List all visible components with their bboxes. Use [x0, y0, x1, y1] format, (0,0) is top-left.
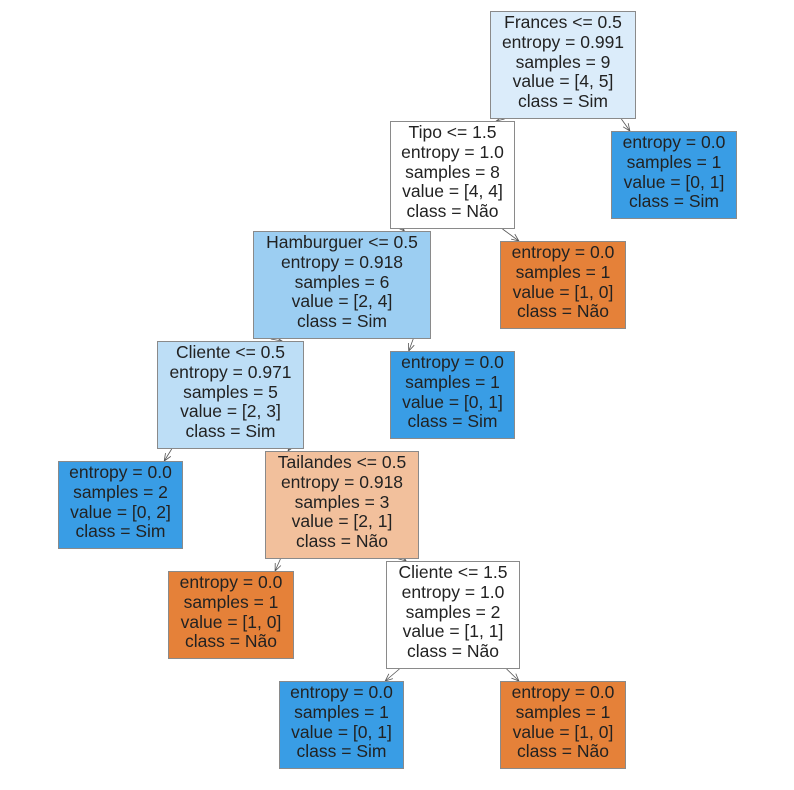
leaf-node: entropy = 0.0 samples = 1 value = [1, 0]… [500, 241, 626, 329]
node-entropy: entropy = 0.0 [69, 462, 172, 482]
leaf-node: entropy = 0.0 samples = 1 value = [0, 1]… [279, 681, 404, 769]
node-entropy: entropy = 0.918 [280, 251, 404, 272]
node-value: value = [4, 4] [402, 181, 503, 202]
node-value: value = [2, 3] [180, 401, 281, 422]
node-value: value = [0, 2] [70, 501, 171, 522]
node-value: value = [1, 1] [402, 621, 504, 642]
node-entropy: entropy = 0.991 [501, 31, 625, 52]
node-entropy: entropy = 1.0 [401, 581, 505, 602]
node-class: class = Sim [185, 421, 276, 442]
node-samples: samples = 3 [294, 491, 390, 512]
leaf-node: entropy = 0.0 samples = 2 value = [0, 2]… [58, 461, 183, 549]
leaf-node: entropy = 0.0 samples = 1 value = [1, 0]… [168, 571, 294, 659]
edge-line [408, 338, 414, 352]
node-split: Cliente <= 1.5 [398, 562, 508, 582]
tree-node: Tipo <= 1.5 entropy = 1.0 samples = 8 va… [390, 121, 515, 229]
leaf-node: entropy = 0.0 samples = 1 value = [0, 1]… [390, 351, 515, 439]
node-class: class = Sim [629, 191, 719, 212]
edge-line [502, 228, 520, 242]
node-class: class = Sim [407, 411, 498, 432]
node-entropy: entropy = 0.971 [169, 361, 292, 382]
node-value: value = [0, 1] [402, 391, 503, 412]
node-class: class = Sim [297, 311, 387, 332]
tree-node: Hamburguer <= 0.5 entropy = 0.918 sample… [253, 231, 431, 339]
tree-node: Cliente <= 0.5 entropy = 0.971 samples =… [157, 341, 304, 449]
tree-node: Tailandes <= 0.5 entropy = 0.918 samples… [265, 451, 419, 559]
node-samples: samples = 2 [73, 481, 168, 502]
node-value: value = [0, 1] [291, 721, 392, 742]
node-samples: samples = 1 [294, 701, 389, 722]
node-samples: samples = 1 [515, 701, 611, 722]
node-entropy: entropy = 0.0 [622, 132, 726, 152]
node-class: class = Não [296, 531, 388, 552]
node-value: value = [4, 5] [512, 71, 614, 92]
node-class: class = Não [517, 301, 609, 322]
root-node: Frances <= 0.5 entropy = 0.991 samples =… [490, 11, 636, 119]
node-samples: samples = 8 [405, 161, 500, 182]
node-entropy: entropy = 0.0 [179, 572, 283, 592]
tree-node: Cliente <= 1.5 entropy = 1.0 samples = 2… [386, 561, 520, 669]
edge-line [270, 338, 283, 342]
node-value: value = [1, 0] [180, 611, 282, 632]
node-samples: samples = 9 [515, 51, 611, 72]
leaf-node: entropy = 0.0 samples = 1 value = [1, 0]… [500, 681, 626, 769]
node-class: class = Sim [296, 741, 387, 762]
node-value: value = [1, 0] [512, 721, 614, 742]
node-entropy: entropy = 0.0 [511, 242, 615, 262]
leaf-node: entropy = 0.0 samples = 1 value = [0, 1]… [611, 131, 737, 219]
node-samples: samples = 1 [515, 261, 611, 282]
edge-line [163, 448, 173, 462]
edge-line [274, 558, 281, 572]
node-entropy: entropy = 0.918 [280, 471, 404, 492]
node-class: class = Não [406, 201, 499, 222]
node-samples: samples = 6 [294, 271, 390, 292]
node-class: class = Sim [75, 521, 166, 542]
node-class: class = Sim [518, 91, 608, 112]
edge-line [384, 668, 400, 682]
node-samples: samples = 2 [405, 601, 501, 622]
node-class: class = Não [185, 631, 277, 652]
node-samples: samples = 5 [183, 381, 278, 402]
node-samples: samples = 1 [183, 591, 279, 612]
node-split: Frances <= 0.5 [504, 12, 622, 32]
edge-line [506, 668, 520, 682]
node-samples: samples = 1 [405, 371, 500, 392]
node-value: value = [2, 1] [291, 511, 393, 532]
node-entropy: entropy = 0.0 [290, 682, 393, 702]
node-entropy: entropy = 1.0 [401, 141, 504, 162]
node-split: Tipo <= 1.5 [408, 122, 497, 142]
node-split: Hamburguer <= 0.5 [266, 232, 418, 252]
node-split: Tailandes <= 0.5 [277, 452, 407, 472]
node-entropy: entropy = 0.0 [401, 352, 504, 372]
node-value: value = [0, 1] [623, 171, 725, 192]
node-samples: samples = 1 [626, 151, 722, 172]
node-value: value = [2, 4] [291, 291, 393, 312]
edge-line [621, 118, 631, 132]
node-entropy: entropy = 0.0 [511, 682, 615, 702]
node-split: Cliente <= 0.5 [176, 342, 285, 362]
edge-line [496, 118, 505, 122]
node-value: value = [1, 0] [512, 281, 614, 302]
node-class: class = Não [407, 641, 499, 662]
node-class: class = Não [517, 741, 609, 762]
